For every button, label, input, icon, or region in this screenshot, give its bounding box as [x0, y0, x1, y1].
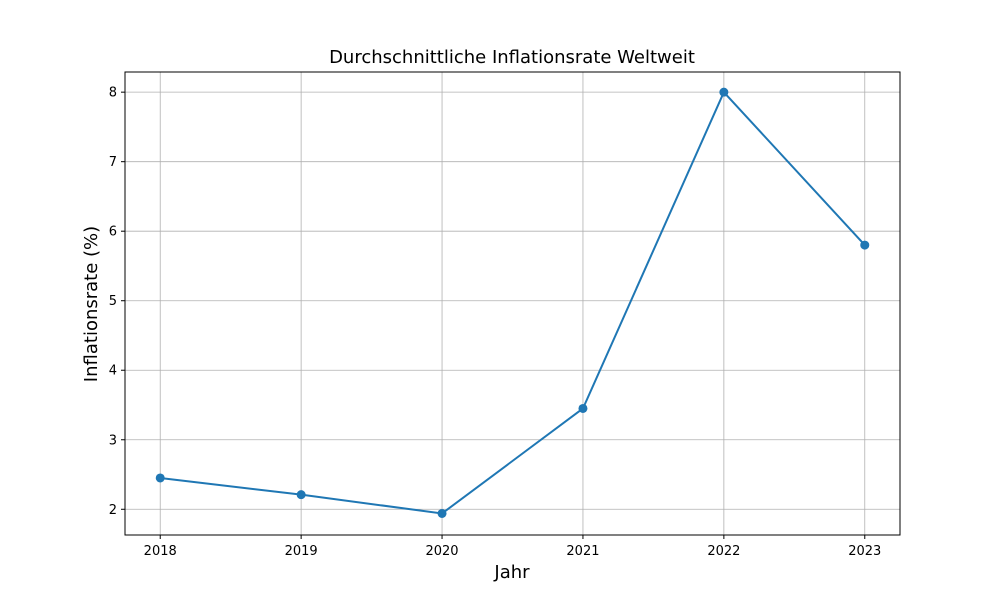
y-tick-label: 5 — [109, 294, 117, 309]
x-tick-label: 2020 — [425, 544, 458, 559]
x-tick-label: 2018 — [144, 544, 177, 559]
y-tick-label: 7 — [109, 155, 117, 170]
y-tick-label: 3 — [109, 433, 117, 448]
y-tick-label: 2 — [109, 503, 117, 518]
marker — [860, 240, 870, 250]
marker — [719, 87, 729, 97]
axes-frame — [124, 71, 901, 536]
x-axis-label: Jahr — [493, 562, 530, 583]
x-tick-label: 2019 — [285, 544, 318, 559]
marker — [578, 403, 588, 413]
y-tick-label: 8 — [109, 86, 117, 101]
line — [160, 90, 866, 515]
x-tick-label: 2023 — [848, 544, 881, 559]
grid — [125, 72, 900, 535]
plot — [155, 87, 870, 518]
marker — [296, 490, 306, 500]
y-axis-label: Inflationsrate (%) — [81, 226, 102, 382]
x-tick-label: 2021 — [566, 544, 599, 559]
x-tick-label: 2022 — [707, 544, 740, 559]
marker — [437, 508, 447, 518]
marker — [155, 473, 165, 483]
y-tick-label: 4 — [109, 364, 117, 379]
chart-title: Durchschnittliche Inflationsrate Weltwei… — [329, 47, 695, 68]
y-tick-label: 6 — [109, 225, 117, 240]
